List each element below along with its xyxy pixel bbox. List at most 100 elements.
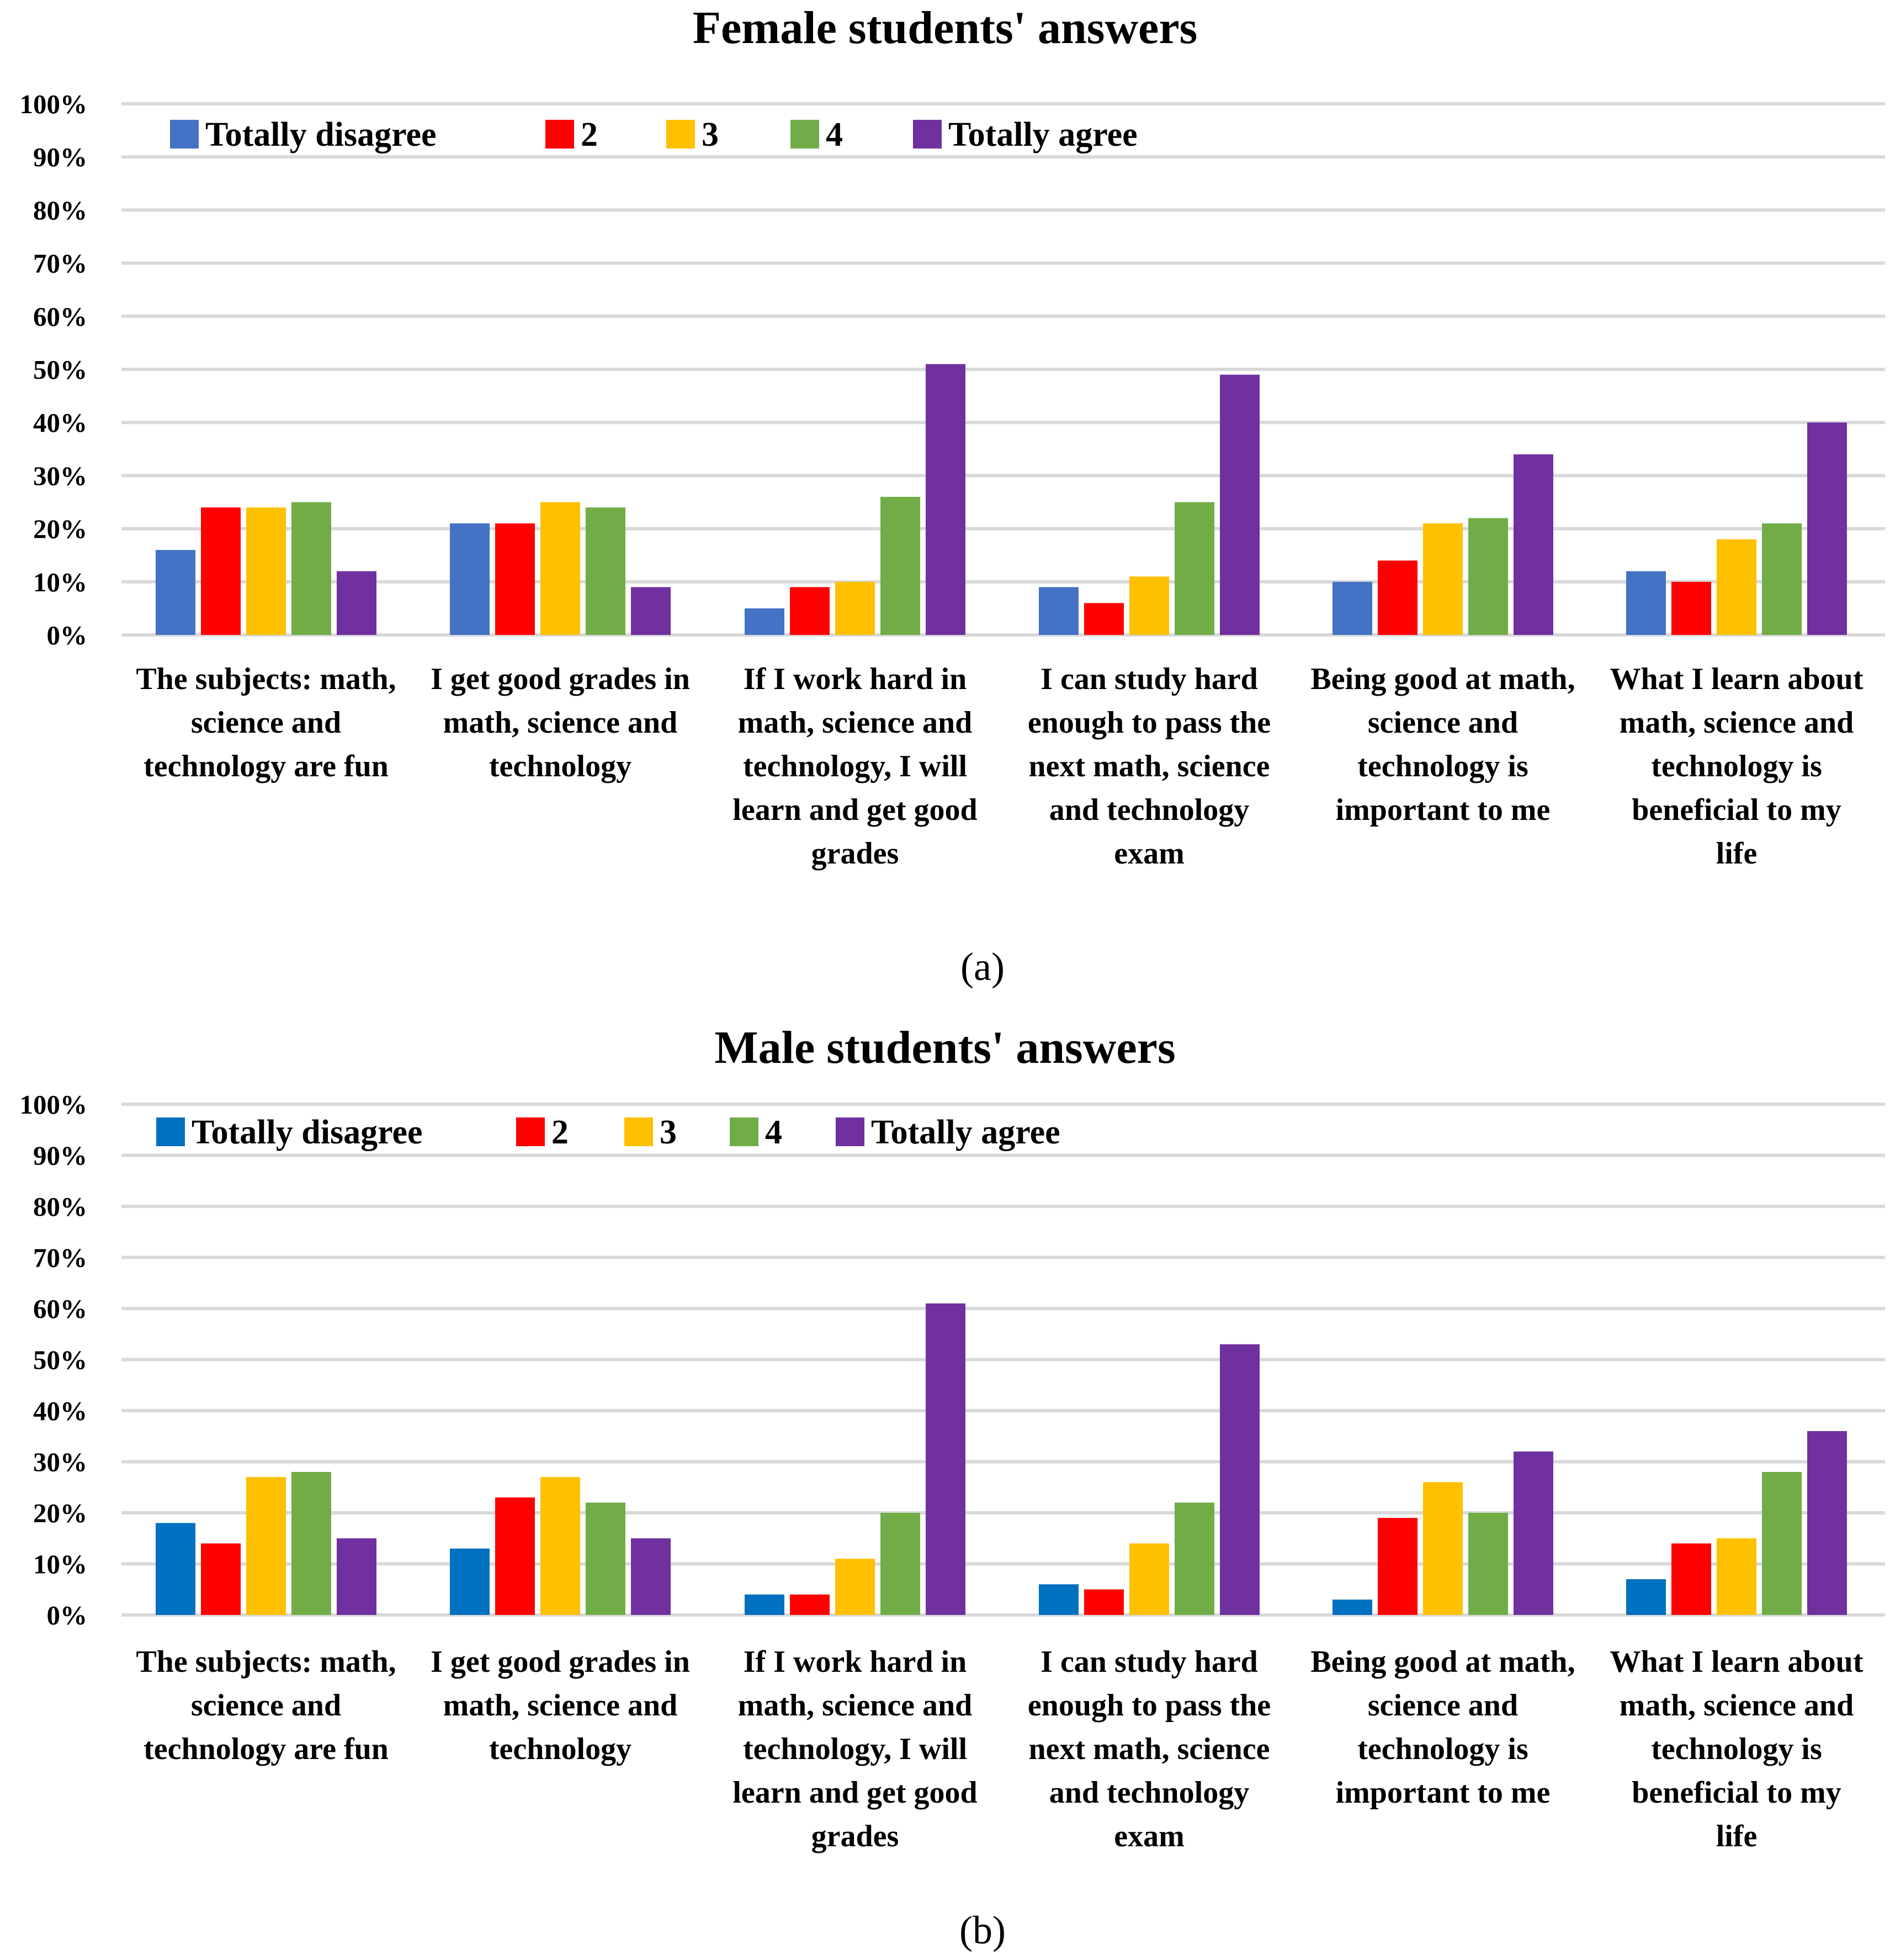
y-tick-label: 80% [33, 1191, 87, 1222]
chart-title: Female students' answers [693, 2, 1198, 54]
x-category-label-line: science and [1368, 1688, 1518, 1723]
bar [631, 1538, 671, 1615]
legend-label: 2 [551, 1114, 569, 1151]
bar [291, 1472, 331, 1615]
x-category-label-line: I can study hard [1040, 1645, 1258, 1679]
bar [586, 507, 625, 635]
legend-swatch [836, 1117, 864, 1146]
y-tick-label: 30% [33, 460, 87, 491]
x-category-label-line: technology is [1357, 1732, 1528, 1766]
bar [1084, 603, 1124, 635]
x-category-label-line: beneficial to my [1632, 793, 1841, 827]
bar [1129, 576, 1169, 635]
bar [1514, 1452, 1553, 1615]
x-category-label-line: technology is [1651, 749, 1822, 783]
x-category-label-line: life [1716, 836, 1758, 871]
x-category-label-line: What I learn about [1610, 1645, 1864, 1679]
y-tick-label: 60% [33, 301, 87, 332]
y-tick-label: 70% [33, 248, 87, 279]
x-category-label-line: technology [489, 1732, 631, 1766]
legend-label: 3 [660, 1114, 677, 1151]
bar [1626, 1579, 1666, 1615]
y-tick-label: 0% [47, 1600, 88, 1630]
bar [1762, 523, 1802, 635]
chart-panel-b: Male students' answers 0% 10% 20% 30% 40% 50% 6… [20, 1022, 1885, 1952]
bar [1378, 1518, 1418, 1615]
legend-label: 4 [765, 1114, 782, 1151]
x-category-label-line: next math, science [1028, 749, 1270, 783]
y-tick-label: 30% [33, 1447, 87, 1477]
x-category-label-line: life [1716, 1819, 1758, 1853]
y-tick-label: 90% [33, 142, 87, 172]
y-tick-label: 80% [33, 195, 87, 225]
x-category-label-line: exam [1114, 1819, 1185, 1853]
bar [835, 1559, 875, 1615]
y-tick-label: 0% [47, 620, 88, 650]
bar [246, 507, 286, 635]
bar [1626, 571, 1666, 635]
x-category-label-line: math, science and [1620, 706, 1854, 740]
bar [1468, 518, 1508, 635]
legend-label: Totally disagree [192, 1114, 423, 1151]
y-tick-label: 100% [20, 89, 88, 119]
x-category-label-line: and technology [1049, 1776, 1250, 1810]
x-category-label: Being good at math, science and technology… [1310, 1645, 1575, 1810]
bar [540, 1477, 580, 1615]
bar [495, 523, 535, 635]
bar [1423, 523, 1463, 635]
x-category-label-line: Being good at math, [1310, 1645, 1575, 1679]
x-category-label-line: technology [489, 749, 631, 783]
bar [1039, 1584, 1079, 1615]
bar [1175, 502, 1214, 635]
bar [1220, 1344, 1260, 1615]
legend-swatch [790, 120, 819, 149]
legend-swatch [156, 1117, 185, 1146]
bar [1220, 374, 1260, 635]
x-category-label-line: math, science and [738, 1688, 973, 1723]
bar [1468, 1513, 1508, 1615]
bar [1807, 1431, 1847, 1615]
bar [1717, 1538, 1756, 1615]
bar [1514, 454, 1553, 635]
legend-swatch [730, 1117, 758, 1146]
x-category-label-line: science and [1368, 706, 1518, 740]
x-category-label: I can study hard enough to pass the next m… [1028, 1645, 1271, 1853]
x-category-label: The subjects: math, science and technology… [136, 1645, 396, 1766]
y-tick-label: 40% [33, 1396, 87, 1426]
bar [540, 502, 580, 635]
bar [450, 1548, 490, 1615]
bar [1717, 539, 1756, 635]
x-category-label-line: important to me [1336, 1776, 1551, 1810]
y-tick-label: 10% [33, 567, 87, 597]
legend-label: 3 [702, 116, 719, 153]
bar [880, 496, 920, 635]
x-category-label-line: enough to pass the [1028, 706, 1271, 740]
y-tick-label: 50% [33, 1345, 87, 1375]
bar [790, 1595, 830, 1615]
bar [246, 1477, 286, 1615]
x-category-label-line: The subjects: math, [136, 1645, 396, 1679]
bar [201, 507, 241, 635]
bar [156, 550, 195, 635]
x-category-label: I get good grades in math, science and tec… [431, 662, 690, 783]
x-category-label-line: science and [191, 706, 341, 740]
x-category-label-line: technology is [1651, 1732, 1822, 1766]
bar [1671, 1543, 1711, 1615]
bar [1378, 560, 1418, 635]
x-category-label-line: next math, science [1028, 1732, 1270, 1766]
x-category-label: If I work hard in math, science and techno… [732, 1645, 977, 1853]
y-tick-label: 60% [33, 1294, 87, 1324]
bar [1671, 581, 1711, 635]
x-category-label-line: I can study hard [1040, 662, 1258, 696]
y-tick-label: 40% [33, 407, 87, 438]
bar [926, 364, 965, 635]
x-category-label: Being good at math, science and technology… [1310, 662, 1575, 827]
y-tick-label: 70% [33, 1243, 87, 1273]
bar [337, 571, 376, 635]
legend-label: Totally disagree [205, 116, 437, 153]
bar [1762, 1472, 1802, 1615]
legend-swatch [545, 120, 574, 149]
x-category-label-line: math, science and [443, 1688, 678, 1723]
x-category-label-line: What I learn about [1610, 662, 1864, 696]
